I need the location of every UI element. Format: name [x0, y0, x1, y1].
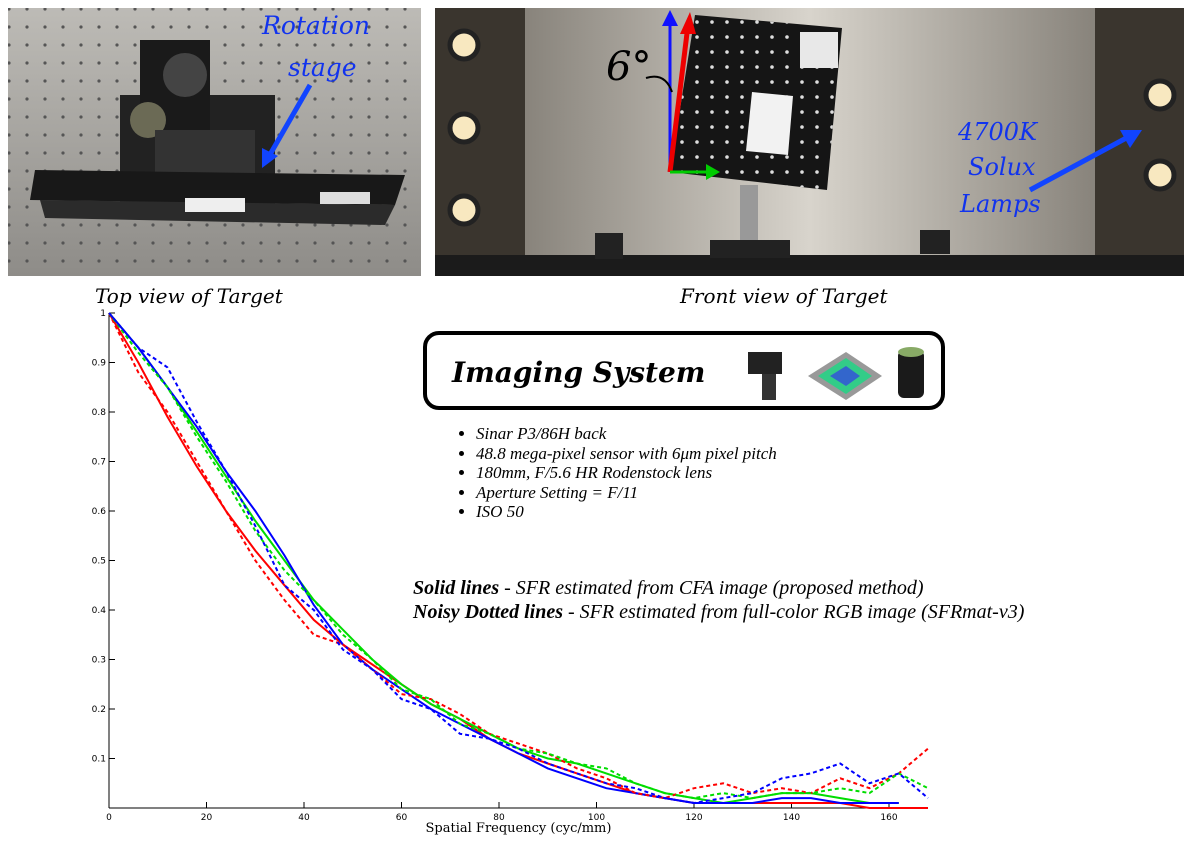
y-tick-label: 0.8 [92, 408, 107, 418]
bullet: Sinar P3/86H back [476, 424, 777, 444]
note: Noisy Dotted lines - SFR estimated from … [413, 600, 1184, 624]
y-tick-label: 1 [100, 309, 106, 319]
annotation: 4700K [957, 118, 1039, 146]
x-tick-label: 40 [298, 813, 310, 823]
note-term: Solid lines [413, 577, 499, 599]
y-tick-label: 0.1 [92, 755, 106, 765]
y-tick-label: 0.3 [92, 656, 106, 666]
annotation: stage [288, 53, 357, 82]
annotation: Lamps [959, 190, 1041, 218]
y-tick-label: 0.7 [92, 458, 106, 468]
y-tick-label: 0.9 [92, 359, 107, 369]
x-tick-label: 140 [783, 813, 800, 823]
annotation: Solux [968, 153, 1036, 181]
x-tick-label: 60 [396, 813, 408, 823]
figure: Rotation stage 6° 4700K Solux Lamps Top … [0, 0, 1184, 841]
caption: Front view of Target [679, 284, 888, 308]
front-photo [435, 8, 1184, 276]
y-tick-label: 0.6 [92, 507, 107, 517]
x-tick-label: 20 [201, 813, 213, 823]
notes: Solid lines - SFR estimated from CFA ima… [413, 576, 1184, 624]
bullet-list: Sinar P3/86H back48.8 mega-pixel sensor … [452, 424, 777, 522]
note-text: - SFR estimated from full-color RGB imag… [568, 601, 1024, 623]
caption: Top view of Target [95, 284, 284, 308]
top-photo [8, 8, 421, 276]
note-text: - SFR estimated from CFA image (proposed… [504, 577, 923, 599]
bullet: 48.8 mega-pixel sensor with 6μm pixel pi… [476, 444, 777, 464]
annotation: 6° [606, 44, 651, 90]
note: Solid lines - SFR estimated from CFA ima… [413, 576, 1184, 600]
bullet: ISO 50 [476, 502, 777, 522]
page: Rotation stage 6° 4700K Solux Lamps Top … [0, 0, 1184, 841]
system-title: Imaging System [451, 356, 705, 389]
x-axis-label: Spatial Frequency (cyc/mm) [426, 821, 612, 836]
bullet: Aperture Setting = F/11 [476, 483, 777, 503]
bullet: 180mm, F/5.6 HR Rodenstock lens [476, 463, 777, 483]
y-tick-label: 0.5 [92, 557, 106, 567]
note-term: Noisy Dotted lines [413, 601, 563, 623]
y-tick-label: 0.4 [92, 606, 107, 616]
x-tick-label: 120 [685, 813, 702, 823]
x-tick-label: 160 [880, 813, 897, 823]
annotation: Rotation [261, 11, 370, 40]
y-tick-label: 0.2 [92, 705, 106, 715]
x-tick-label: 0 [106, 813, 112, 823]
